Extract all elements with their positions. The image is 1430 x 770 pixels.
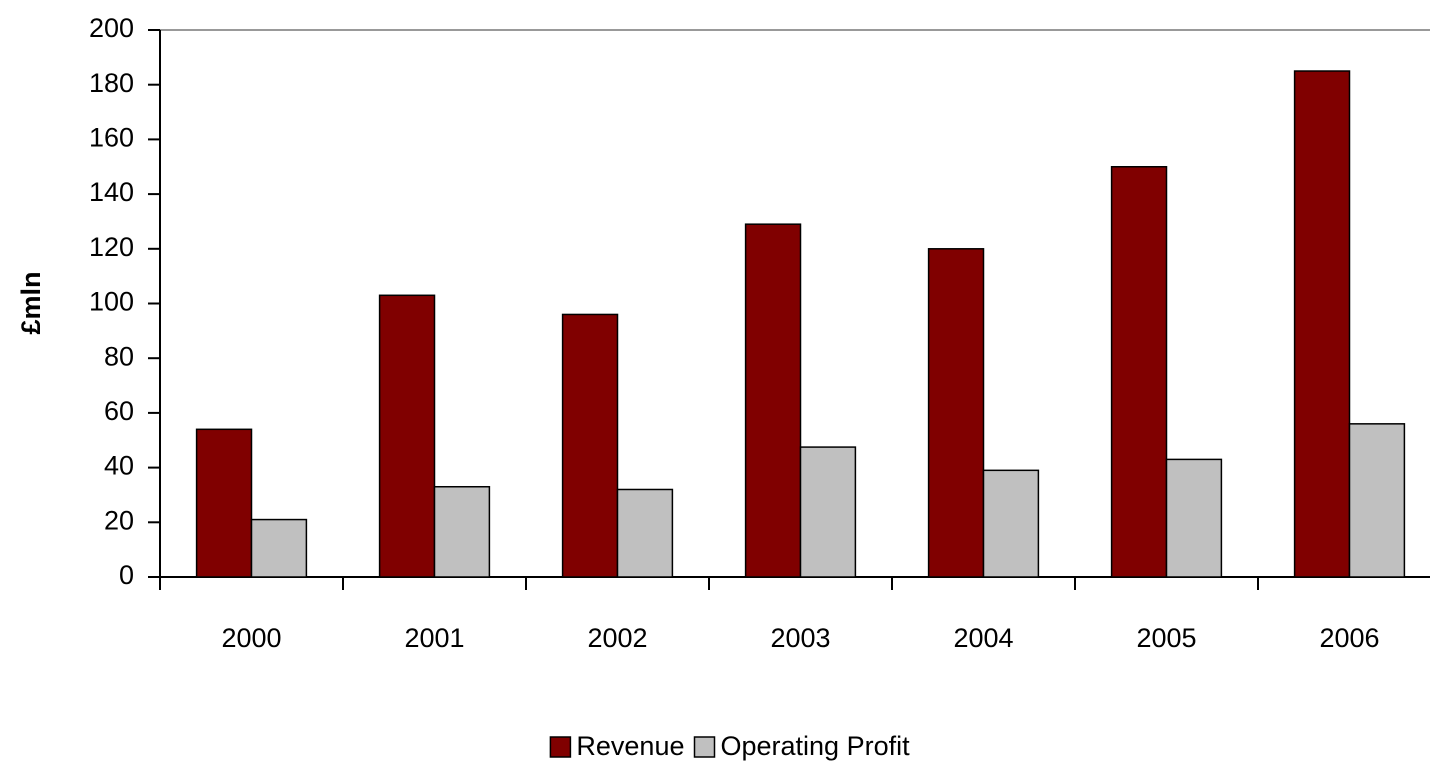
- x-tick-label: 2005: [1136, 623, 1196, 653]
- x-tick-label: 2006: [1319, 623, 1379, 653]
- bar: [561, 313, 619, 578]
- bar: [378, 294, 436, 578]
- bar: [744, 223, 802, 578]
- y-tick-label: 0: [119, 560, 134, 590]
- y-tick-label: 200: [89, 13, 134, 43]
- bar: [250, 518, 308, 578]
- legend-swatch: [549, 736, 572, 758]
- legend-label: Revenue: [576, 731, 684, 761]
- bar: [195, 428, 253, 578]
- bar: [1348, 423, 1406, 578]
- legend-label: Operating Profit: [721, 731, 911, 761]
- y-tick-label: 120: [89, 232, 134, 262]
- bar: [982, 469, 1040, 578]
- y-tick-label: 140: [89, 177, 134, 207]
- y-tick-label: 100: [89, 287, 134, 317]
- x-tick-label: 2003: [770, 623, 830, 653]
- legend: Revenue Operating Profit: [549, 731, 911, 761]
- x-tick-label: 2002: [587, 623, 647, 653]
- x-tick-label: 2004: [953, 623, 1013, 653]
- y-tick-label: 40: [104, 451, 134, 481]
- legend-swatch: [693, 736, 716, 758]
- y-tick-label: 80: [104, 341, 134, 371]
- x-tick-label: 2001: [404, 623, 464, 653]
- y-tick-label: 160: [89, 123, 134, 153]
- bar: [927, 248, 985, 578]
- bar: [1165, 458, 1223, 578]
- bar: [616, 488, 674, 578]
- bar: [1110, 166, 1168, 578]
- y-axis-label: £mln: [16, 271, 46, 334]
- bar: [1293, 70, 1351, 578]
- y-tick-label: 20: [104, 505, 134, 535]
- bar: [799, 446, 857, 578]
- bar: [433, 485, 491, 578]
- y-tick-label: 180: [89, 68, 134, 98]
- y-tick-label: 60: [104, 396, 134, 426]
- x-tick-label: 2000: [221, 623, 281, 653]
